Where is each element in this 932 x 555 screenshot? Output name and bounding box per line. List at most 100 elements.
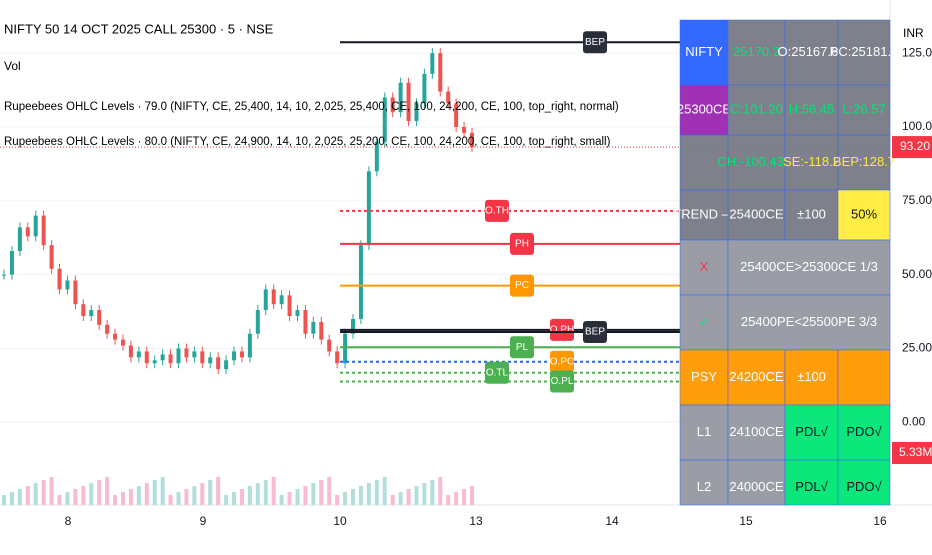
level-label: BEP xyxy=(585,327,605,338)
volume-bar xyxy=(406,489,411,505)
table-text: 24100CE xyxy=(729,424,784,439)
candle xyxy=(49,245,54,269)
volume-bar xyxy=(113,495,118,505)
table-cell xyxy=(784,134,839,191)
volume-bar xyxy=(200,483,205,505)
candle xyxy=(2,274,6,276)
volume-bar xyxy=(470,486,474,505)
candle xyxy=(25,227,30,237)
candle xyxy=(247,333,252,358)
volume-bar xyxy=(57,495,62,505)
volume-bar xyxy=(311,483,316,505)
volume-bar xyxy=(343,492,348,505)
candle xyxy=(255,310,260,334)
candle xyxy=(128,345,133,358)
candle xyxy=(65,280,70,290)
candle xyxy=(470,132,474,148)
volume-bar xyxy=(136,486,141,505)
level-tag xyxy=(583,320,607,343)
candle xyxy=(224,360,229,370)
candle xyxy=(81,304,86,316)
table-cell xyxy=(679,459,729,506)
volume-bar xyxy=(120,492,125,505)
last-volume-box xyxy=(892,442,932,464)
table-text: 25400CE>25300CE 1/3 xyxy=(740,259,878,274)
candle xyxy=(168,354,173,364)
table-text: PDL√ xyxy=(795,424,828,439)
volume-bar xyxy=(255,483,260,505)
volume-bar xyxy=(287,492,292,505)
level-label: BEP xyxy=(585,37,605,48)
candle xyxy=(446,91,451,104)
x-tick-label: 8 xyxy=(65,514,72,528)
table-cell xyxy=(679,19,729,86)
y-tick-label: 75.00 xyxy=(902,193,932,207)
table-cell xyxy=(727,459,786,506)
table-cell xyxy=(837,404,891,461)
volume-bar xyxy=(160,477,165,505)
candle xyxy=(200,351,205,364)
table-text: ✓ xyxy=(699,314,710,329)
volume-bar xyxy=(366,483,371,505)
table-text: L:26.57 xyxy=(842,101,885,116)
volume-bar xyxy=(97,480,102,505)
level-label: O.TH xyxy=(485,206,509,217)
candle xyxy=(398,82,403,113)
volume-bar xyxy=(303,486,308,505)
candle xyxy=(287,295,292,316)
table-text: ±100 xyxy=(797,369,826,384)
x-tick-label: 10 xyxy=(333,514,347,528)
volume-bar xyxy=(105,477,110,505)
candle xyxy=(17,227,22,252)
table-text: PDO√ xyxy=(846,424,882,439)
volume-bar xyxy=(374,480,379,505)
table-cell xyxy=(679,189,729,241)
table-text: PSY xyxy=(691,369,717,384)
candle xyxy=(136,351,141,358)
volume-bar xyxy=(454,492,459,505)
volume-bar xyxy=(73,489,78,505)
table-cell xyxy=(837,459,891,506)
candle xyxy=(390,97,395,113)
table-text: 25170.2 xyxy=(733,44,780,59)
volume-bar xyxy=(184,489,189,505)
volume-bar xyxy=(319,480,324,505)
volume-bar xyxy=(25,486,30,505)
table-text: X xyxy=(700,259,709,274)
candle xyxy=(335,351,340,364)
level-label: O.PL xyxy=(551,376,574,387)
volume-bar xyxy=(247,486,252,505)
level-label: PC xyxy=(515,280,529,291)
x-tick-label: 15 xyxy=(739,514,753,528)
level-label: O.TL xyxy=(486,367,509,378)
volume-bar xyxy=(9,492,14,505)
volume-bar xyxy=(351,489,356,505)
volume-bar xyxy=(232,492,237,505)
volume-bar xyxy=(41,480,46,505)
table-text: L2 xyxy=(697,479,711,494)
level-tag xyxy=(550,318,574,341)
candle xyxy=(232,351,237,361)
volume-bar xyxy=(33,483,38,505)
candle xyxy=(120,339,125,346)
table-text: ±100 xyxy=(797,206,826,221)
table-cell xyxy=(727,134,786,191)
table-cell xyxy=(679,84,729,136)
candle xyxy=(295,310,300,316)
candle xyxy=(454,103,459,127)
volume-bar xyxy=(17,489,22,505)
table-text: 25300CE xyxy=(677,101,732,116)
table-cell xyxy=(727,294,891,351)
volume-bar xyxy=(89,483,94,505)
last-price-box xyxy=(892,136,932,159)
volume-bar xyxy=(446,495,451,505)
table-text: 24000CE xyxy=(729,479,784,494)
y-tick-label: 125.00 xyxy=(902,45,932,59)
table-text: L1 xyxy=(697,424,711,439)
y-tick-label: 50.00 xyxy=(902,267,932,281)
table-cell xyxy=(784,19,839,86)
symbol-title: NIFTY 50 14 OCT 2025 CALL 25300 · 5 · NS… xyxy=(4,21,274,36)
table-text: PDL√ xyxy=(795,479,828,494)
candle xyxy=(319,321,324,340)
